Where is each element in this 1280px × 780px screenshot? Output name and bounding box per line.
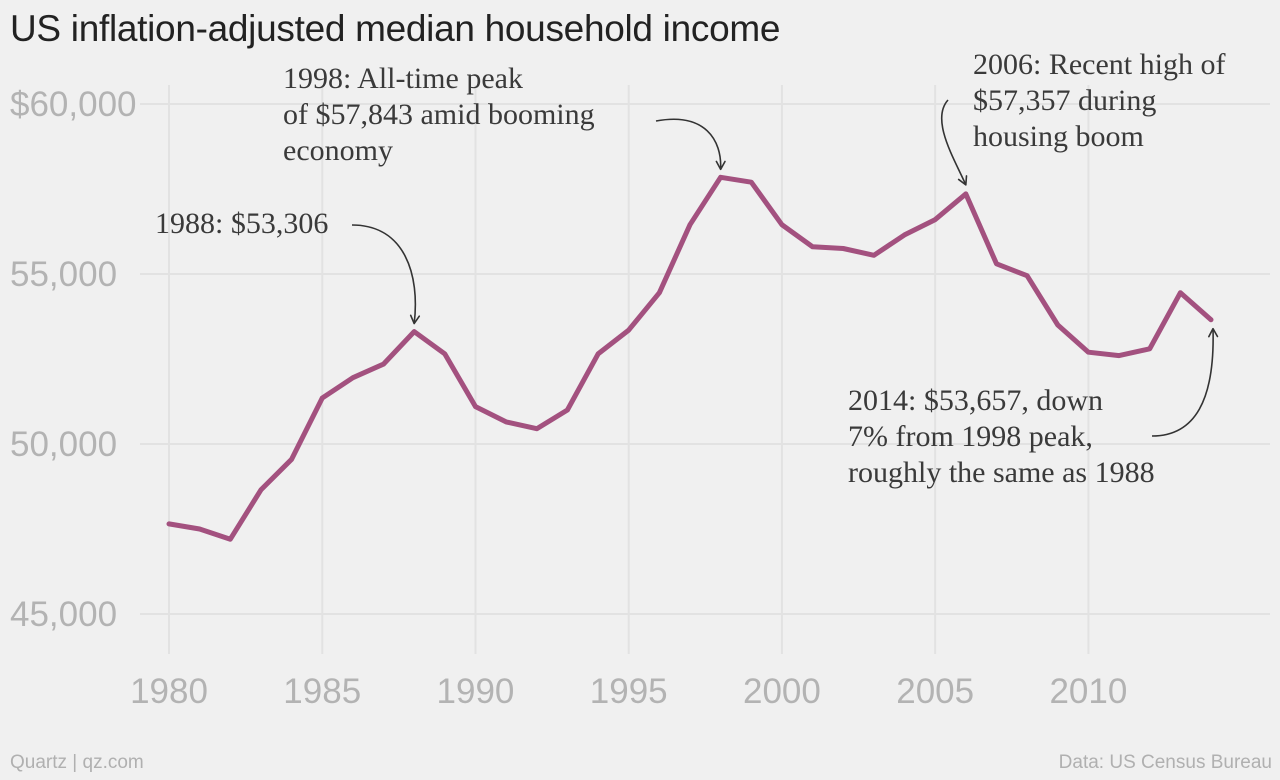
x-tick-label: 1995	[590, 672, 668, 711]
data-point	[320, 395, 325, 401]
footer-data-source: Data: US Census Bureau	[1058, 752, 1272, 773]
data-point	[1208, 317, 1214, 322]
data-point	[381, 361, 386, 367]
y-tick-label: $60,000	[10, 85, 137, 124]
annotation-arrow	[1151, 328, 1214, 437]
data-point	[166, 521, 172, 527]
annotation-arrowhead	[1208, 327, 1219, 338]
data-point	[258, 487, 264, 493]
annotation-arrow	[940, 99, 967, 186]
annotation-text: $57,357 during	[973, 84, 1156, 117]
data-point	[749, 180, 754, 185]
data-point	[1024, 273, 1030, 278]
data-point	[1178, 290, 1183, 295]
annotation-text: 2006: Recent high of	[973, 48, 1225, 81]
annotation-arrows	[351, 99, 1219, 437]
data-point	[902, 232, 907, 238]
data-series	[166, 174, 1214, 542]
annotation-text: 7% from 1998 peak,	[848, 420, 1093, 453]
data-point	[565, 407, 570, 413]
data-point	[963, 191, 969, 197]
data-point	[350, 375, 356, 380]
data-point	[197, 526, 202, 532]
y-tick-label: 45,000	[10, 595, 117, 634]
data-point	[534, 426, 539, 431]
data-point	[718, 175, 723, 180]
data-point	[289, 457, 294, 462]
gridlines	[140, 85, 1270, 654]
annotation-arrow	[655, 118, 722, 170]
data-point	[1086, 350, 1091, 355]
annotation-arrowhead	[715, 160, 726, 171]
data-point	[411, 329, 417, 334]
data-point	[228, 537, 233, 542]
annotation-text: 1998: All-time peak	[283, 62, 523, 95]
data-point	[779, 222, 785, 227]
data-point	[994, 261, 999, 266]
x-tick-label: 1980	[130, 672, 208, 711]
y-tick-label: 55,000	[10, 255, 117, 294]
data-point	[657, 290, 662, 295]
data-point	[1116, 353, 1122, 358]
data-point	[1055, 322, 1060, 328]
data-point	[687, 222, 693, 227]
x-tick-label: 1985	[283, 672, 361, 711]
annotation-text: roughly the same as 1988	[848, 456, 1155, 489]
data-point	[871, 253, 877, 258]
data-point	[810, 244, 815, 249]
x-tick-label: 2010	[1049, 672, 1127, 711]
x-axis-tick-labels: 1980 1985 1990 1995 2000 2005 2010	[130, 672, 1127, 711]
annotation-text: economy	[283, 134, 393, 167]
annotation-text: of $57,843 amid booming	[283, 98, 595, 131]
data-point	[932, 217, 938, 222]
data-point	[1147, 346, 1152, 351]
footer-credit: Quartz | qz.com	[10, 752, 144, 773]
data-point	[503, 419, 509, 425]
annotation-text: 2014: $53,657, down	[848, 384, 1103, 417]
x-tick-label: 2005	[896, 672, 974, 711]
data-point	[841, 246, 846, 251]
y-tick-label: 50,000	[10, 425, 117, 464]
annotation-arrow	[351, 224, 417, 324]
annotation-arrowhead	[957, 175, 968, 186]
chart-title: US inflation-adjusted median household i…	[10, 8, 781, 49]
x-tick-label: 1990	[437, 672, 515, 711]
annotation-text: 1988: $53,306	[155, 207, 328, 240]
annotation-text: housing boom	[973, 120, 1144, 153]
y-axis-tick-labels: 45,000 50,000 55,000 $60,000	[10, 85, 137, 634]
data-point	[473, 404, 478, 409]
annotation-arrowhead	[409, 314, 421, 325]
data-point	[626, 327, 631, 333]
data-point	[442, 351, 448, 357]
data-point	[595, 351, 601, 357]
x-tick-label: 2000	[743, 672, 821, 711]
